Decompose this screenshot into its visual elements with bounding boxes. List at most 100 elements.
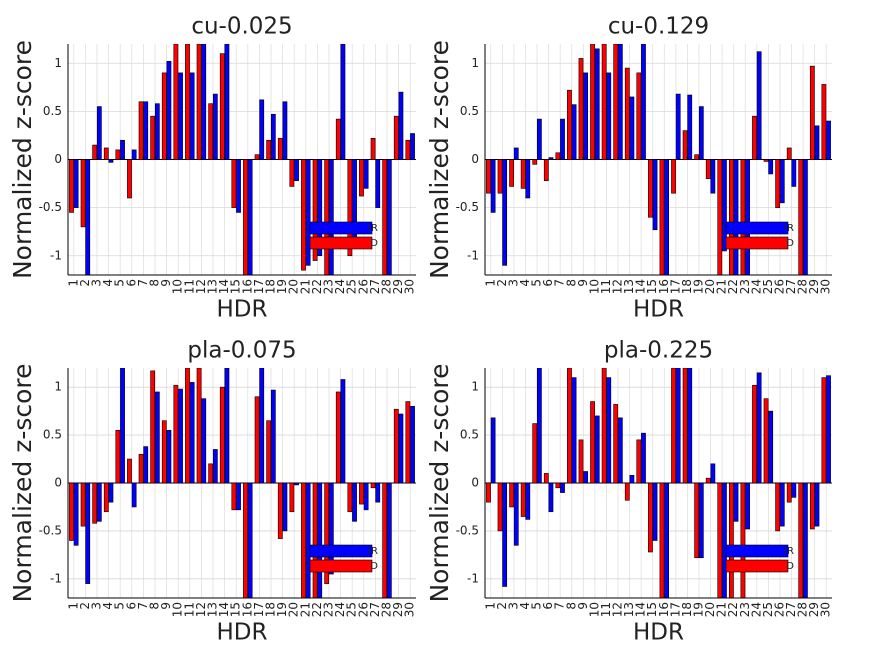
bar	[648, 482, 653, 553]
bar	[108, 159, 114, 163]
bar	[189, 72, 195, 160]
subplot-title: cu-0.129	[608, 14, 709, 40]
y-tick-label: -1	[467, 571, 479, 585]
bar	[710, 159, 716, 194]
bar	[814, 125, 820, 160]
bar	[555, 482, 561, 489]
bar	[335, 391, 341, 484]
x-tick-label: 3	[506, 602, 520, 610]
bar	[143, 101, 149, 160]
x-tick-label: 13	[206, 279, 220, 294]
bar	[92, 482, 98, 524]
bar	[208, 463, 214, 484]
y-tick-label: -0.5	[456, 523, 479, 537]
bar	[201, 398, 207, 484]
y-axis-label: Normalized z-score	[8, 363, 37, 602]
bar	[486, 159, 491, 194]
x-tick-label: 18	[264, 602, 278, 617]
bar	[560, 482, 565, 493]
x-tick-label: 4	[101, 602, 115, 610]
bar	[312, 159, 318, 261]
x-tick-label: 11	[182, 602, 196, 617]
bar	[363, 482, 369, 511]
bar	[583, 72, 589, 160]
x-tick-label: 18	[264, 279, 278, 294]
bar	[536, 118, 542, 160]
bar	[809, 482, 815, 530]
bar	[386, 159, 392, 275]
x-tick-label: 16	[240, 602, 254, 617]
x-tick-label: 11	[182, 279, 196, 294]
bar	[150, 370, 156, 484]
bar	[154, 103, 160, 160]
y-axis-label: Normalized z-score	[425, 40, 454, 279]
bar	[567, 89, 572, 160]
x-tick-label: 13	[622, 279, 636, 294]
bar	[710, 463, 716, 484]
bar	[73, 159, 79, 208]
x-tick-label: 8	[148, 279, 162, 287]
y-tick-label: -1	[467, 248, 479, 262]
x-tick-label: 5	[530, 602, 544, 610]
bar	[613, 404, 619, 484]
bar	[543, 473, 549, 484]
bar	[185, 368, 190, 484]
bar	[671, 159, 676, 194]
bar	[224, 44, 230, 160]
x-tick-label: 7	[553, 602, 567, 610]
x-tick-label: 11	[599, 279, 613, 294]
bar	[410, 133, 415, 160]
x-tick-label: 26	[356, 602, 370, 617]
bar	[571, 377, 577, 484]
x-tick-label: 27	[368, 279, 382, 294]
x-tick-label: 2	[495, 279, 509, 287]
bar	[821, 377, 827, 484]
bar	[266, 420, 272, 484]
x-tick-label: 23	[322, 279, 336, 294]
bar	[266, 139, 272, 160]
x-tick-label: 21	[715, 279, 729, 294]
bar	[301, 482, 306, 598]
bar	[798, 482, 804, 598]
bar	[196, 368, 202, 484]
legend-label: IR	[784, 546, 794, 557]
subplot: -1-0.500.5112345678910111213141516171819…	[8, 338, 417, 646]
bar	[259, 368, 265, 484]
x-tick-label: 22	[726, 279, 740, 294]
bar	[641, 44, 646, 160]
bar	[224, 368, 230, 484]
y-tick-label: 1	[54, 380, 62, 394]
x-tick-label: 3	[90, 602, 104, 610]
y-axis-label: Normalized z-score	[8, 40, 37, 279]
bar	[791, 159, 797, 187]
bar	[352, 482, 357, 522]
bar	[486, 482, 491, 503]
bar	[120, 139, 125, 160]
bar	[212, 449, 218, 484]
bar	[312, 482, 318, 598]
x-tick-label: 1	[66, 279, 80, 287]
x-tick-label: 15	[645, 279, 659, 294]
bar	[398, 91, 404, 160]
x-tick-label: 22	[310, 602, 324, 617]
x-tick-label: 21	[298, 279, 312, 294]
x-tick-label: 25	[761, 279, 775, 294]
y-tick-label: 0.5	[460, 104, 479, 118]
bar	[548, 482, 554, 513]
bar	[410, 406, 415, 484]
legend-label: IR	[368, 223, 378, 234]
bar	[328, 482, 334, 575]
bar	[740, 159, 746, 275]
x-tick-label: 5	[530, 279, 544, 287]
bar	[803, 159, 808, 275]
x-tick-label: 24	[749, 279, 763, 294]
bar	[103, 482, 109, 513]
bar	[277, 482, 283, 539]
x-tick-label: 15	[229, 602, 243, 617]
bar	[150, 115, 156, 160]
bar	[490, 159, 496, 213]
bar	[73, 482, 79, 546]
x-tick-label: 28	[796, 602, 810, 617]
